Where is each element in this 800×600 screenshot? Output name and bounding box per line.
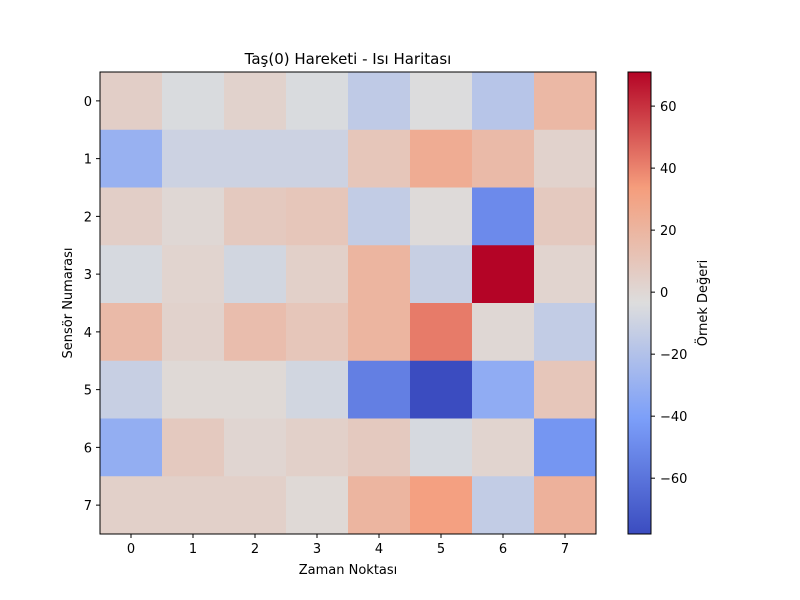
heatmap-cell (286, 245, 349, 304)
heatmap-cell (286, 129, 349, 188)
heatmap-cell (348, 245, 411, 304)
colorbar-tick-label: −60 (660, 472, 687, 487)
heatmap-cell (286, 476, 349, 535)
heatmap-cell (162, 245, 225, 304)
chart-title: Taş(0) Hareketi - Isı Haritası (244, 50, 452, 68)
heatmap-cell (534, 476, 597, 535)
heatmap-cell (162, 72, 225, 131)
y-tick-label: 3 (84, 268, 92, 283)
heatmap-cell (472, 72, 535, 131)
heatmap-cell (348, 476, 411, 535)
heatmap-cell (286, 72, 349, 131)
x-axis-label: Zaman Noktası (299, 563, 398, 578)
colorbar-tick-label: 60 (660, 100, 677, 115)
heatmap-cell (286, 418, 349, 477)
x-tick-label: 0 (127, 542, 135, 557)
heatmap-cell (472, 476, 535, 535)
x-tick-label: 2 (251, 542, 259, 557)
heatmap-cell (534, 129, 597, 188)
heatmap-cell (100, 360, 163, 419)
colorbar-tick-label: 40 (660, 162, 677, 177)
heatmap-cell (410, 303, 473, 362)
heatmap-cell (162, 187, 225, 246)
heatmap-cell (286, 187, 349, 246)
plot-frame (99, 71, 597, 535)
x-tick-label: 6 (499, 542, 507, 557)
heatmap-cell (534, 303, 597, 362)
x-tick-label: 4 (375, 542, 383, 557)
y-tick-label: 0 (84, 95, 92, 110)
y-tick-label: 7 (84, 499, 92, 514)
y-axis-label: Sensör Numarası (61, 248, 76, 359)
heatmap-cell (348, 360, 411, 419)
heatmap-cell (224, 129, 287, 188)
heatmap-cell (224, 303, 287, 362)
heatmap-cell (100, 476, 163, 535)
heatmap-cell (472, 129, 535, 188)
heatmap-cell (410, 72, 473, 131)
heatmap-cell (472, 418, 535, 477)
colorbar-tick-label: 0 (660, 286, 668, 301)
heatmap-cell (472, 360, 535, 419)
heatmap-cell (534, 187, 597, 246)
heatmap-cell (348, 72, 411, 131)
heatmap-cell (162, 476, 225, 535)
heatmap-cell (100, 129, 163, 188)
heatmap-cell (100, 303, 163, 362)
heatmap-cell (348, 303, 411, 362)
colorbar-tick-label: −40 (660, 410, 687, 425)
colorbar (627, 71, 652, 535)
heatmap-cell (472, 187, 535, 246)
x-tick-label: 7 (561, 542, 569, 557)
heatmap-cell (410, 187, 473, 246)
colorbar-label: Örnek Değeri (694, 260, 711, 346)
y-tick-label: 2 (84, 210, 92, 225)
colorbar-tick-label: 20 (660, 224, 677, 239)
heatmap-cell (286, 360, 349, 419)
x-tick-label: 1 (189, 542, 197, 557)
y-tick-label: 5 (84, 384, 92, 399)
colorbar-tick-label: −20 (660, 348, 687, 363)
heatmap-cell (534, 418, 597, 477)
y-tick-label: 6 (84, 441, 92, 456)
heatmap-cell (100, 245, 163, 304)
heatmap-cell (410, 129, 473, 188)
heatmap-cell (224, 418, 287, 477)
y-axis-ticks: 0 1 2 3 4 5 6 7 (84, 95, 100, 514)
heatmap-cell (410, 245, 473, 304)
heatmap-cell (100, 418, 163, 477)
heatmap-cells (100, 72, 597, 535)
heatmap-cell (162, 418, 225, 477)
heatmap-cell (410, 418, 473, 477)
heatmap-cell (224, 360, 287, 419)
y-tick-label: 4 (84, 326, 92, 341)
colorbar-ticks: −60 −40 −20 0 20 40 60 (651, 100, 687, 487)
heatmap-cell (224, 72, 287, 131)
heatmap-cell (410, 360, 473, 419)
heatmap-cell (224, 476, 287, 535)
heatmap-cell (286, 303, 349, 362)
x-axis-ticks: 0 1 2 3 4 5 6 7 (127, 534, 569, 557)
heatmap-cell (410, 476, 473, 535)
heatmap-cell (162, 303, 225, 362)
heatmap-cell (224, 187, 287, 246)
heatmap-cell (162, 129, 225, 188)
heatmap-cell (534, 360, 597, 419)
heatmap-cell (348, 418, 411, 477)
heatmap-cell (224, 245, 287, 304)
heatmap-cell (348, 187, 411, 246)
heatmap-cell (472, 303, 535, 362)
heatmap-cell (534, 72, 597, 131)
x-tick-label: 3 (313, 542, 321, 557)
heatmap-cell (348, 129, 411, 188)
y-tick-label: 1 (84, 153, 92, 168)
x-tick-label: 5 (437, 542, 445, 557)
heatmap-cell (162, 360, 225, 419)
heatmap-cell (100, 72, 163, 131)
heatmap-cell (534, 245, 597, 304)
heatmap-cell (472, 245, 535, 304)
heatmap-cell (100, 187, 163, 246)
